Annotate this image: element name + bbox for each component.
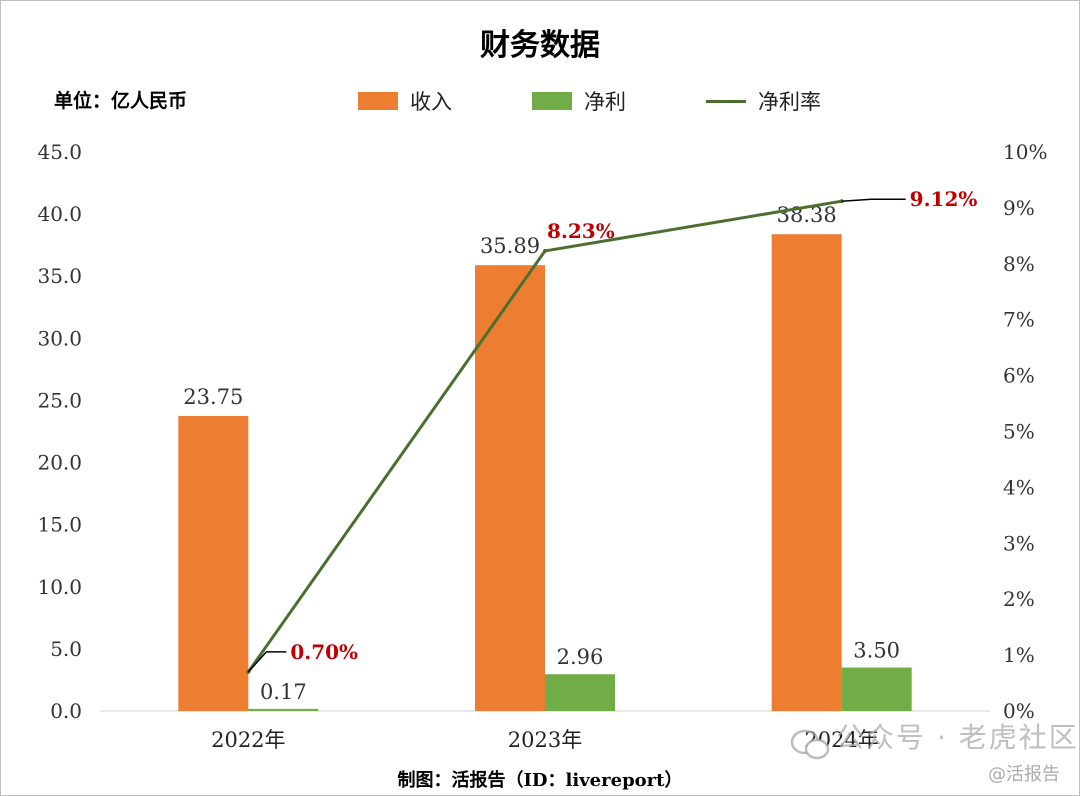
legend-revenue-swatch bbox=[358, 92, 398, 110]
wechat-icon bbox=[790, 729, 830, 760]
bar-profit-label: 0.17 bbox=[260, 680, 307, 704]
y-left-tick-label: 5.0 bbox=[50, 637, 82, 661]
bar-revenue-label: 35.89 bbox=[480, 234, 540, 258]
unit-label: 单位：亿人民币 bbox=[54, 90, 188, 112]
legend-margin: 净利率 bbox=[706, 86, 821, 116]
y-left-tick-label: 25.0 bbox=[37, 388, 82, 412]
margin-point bbox=[543, 248, 547, 253]
y-right-tick-label: 7% bbox=[1003, 308, 1035, 332]
y-right-tick-label: 5% bbox=[1003, 420, 1035, 444]
margin-label: 8.23% bbox=[547, 219, 615, 243]
y-left-tick-label: 35.0 bbox=[37, 264, 82, 288]
y-right-tick-label: 0% bbox=[1003, 699, 1035, 723]
y-right-tick-label: 2% bbox=[1003, 587, 1035, 611]
y-left-tick-label: 0.0 bbox=[50, 699, 82, 723]
y-left-tick-label: 30.0 bbox=[37, 326, 82, 350]
margin-leader-line bbox=[841, 198, 906, 202]
legend-margin-label: 净利率 bbox=[758, 90, 821, 114]
y-right-tick-label: 8% bbox=[1003, 252, 1035, 276]
source-credit: 制图：活报告（ID：livereport） bbox=[397, 770, 683, 791]
legend-revenue: 收入 bbox=[358, 86, 452, 116]
chart-title: 财务数据 bbox=[480, 28, 600, 63]
bar-revenue bbox=[178, 415, 249, 711]
margin-label: 9.12% bbox=[910, 187, 978, 211]
watermark-text: 公众号 · 老虎社区 bbox=[836, 721, 1079, 754]
legend-profit-swatch bbox=[532, 92, 572, 110]
bar-revenue-label: 23.75 bbox=[183, 385, 243, 409]
y-right-tick-label: 6% bbox=[1003, 364, 1035, 388]
bar-profit bbox=[841, 667, 912, 711]
legend-revenue-label: 收入 bbox=[410, 90, 452, 114]
x-tick-label: 2022年 bbox=[211, 728, 285, 752]
y-left-tick-label: 10.0 bbox=[37, 575, 82, 599]
y-right-tick-label: 10% bbox=[1003, 140, 1047, 164]
y-left-tick-label: 40.0 bbox=[37, 202, 82, 226]
watermark-sub: @活报告 bbox=[988, 764, 1060, 785]
bar-revenue bbox=[771, 234, 842, 711]
x-tick-label: 2023年 bbox=[508, 728, 582, 752]
y-left-tick-label: 20.0 bbox=[37, 451, 82, 475]
y-right-tick-label: 3% bbox=[1003, 531, 1035, 555]
y-left-tick-label: 15.0 bbox=[37, 513, 82, 537]
bar-profit-label: 2.96 bbox=[557, 645, 604, 669]
y-right-tick-label: 4% bbox=[1003, 475, 1035, 499]
bar-revenue bbox=[475, 265, 545, 711]
y-left-tick-label: 45.0 bbox=[37, 140, 82, 164]
bar-profit bbox=[545, 674, 615, 711]
legend-profit: 净利 bbox=[532, 86, 626, 116]
bar-profit bbox=[248, 708, 319, 711]
margin-label: 0.70% bbox=[290, 640, 358, 664]
y-right-tick-label: 9% bbox=[1003, 196, 1035, 220]
legend-margin-swatch bbox=[706, 99, 746, 103]
y-right-tick-label: 1% bbox=[1003, 643, 1035, 667]
bar-profit-label: 3.50 bbox=[853, 639, 900, 663]
legend-profit-label: 净利 bbox=[584, 90, 626, 114]
margin-leader-line bbox=[247, 651, 287, 673]
